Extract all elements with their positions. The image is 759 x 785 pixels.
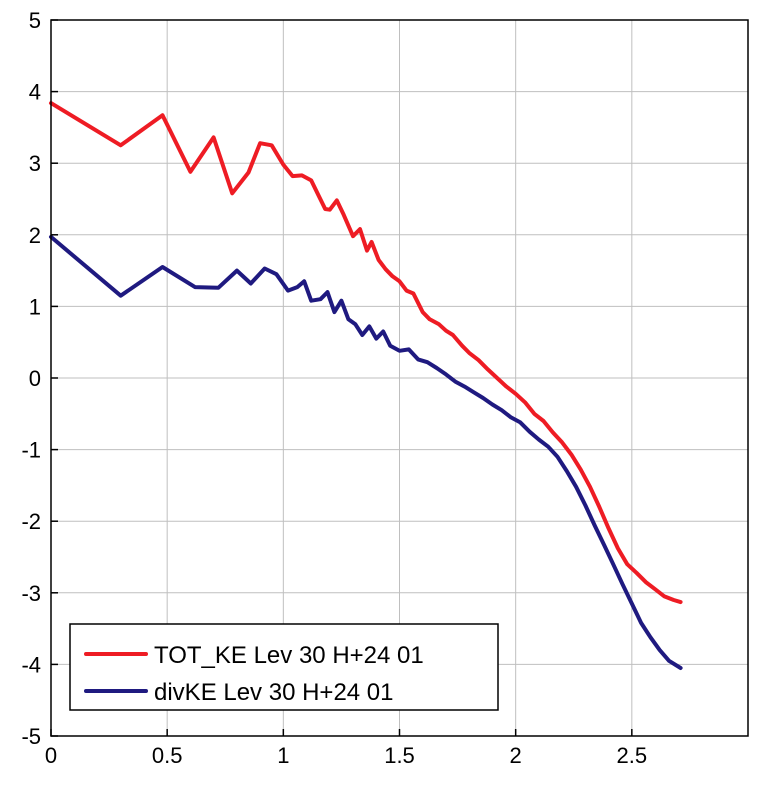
y-tick-label: -2: [21, 509, 41, 534]
y-tick-label: 1: [29, 294, 41, 319]
y-tick-label: 5: [29, 8, 41, 33]
series-layer: [51, 103, 681, 668]
legend: TOT_KE Lev 30 H+24 01 divKE Lev 30 H+24 …: [70, 624, 498, 710]
y-tick-label: -3: [21, 581, 41, 606]
y-tick-label: -5: [21, 724, 41, 749]
x-tick-label: 1: [277, 743, 289, 768]
y-tick-label: -4: [21, 652, 41, 677]
series-line-tot-ke: [51, 103, 681, 602]
y-tick-label: 4: [29, 80, 41, 105]
series-line-div-ke: [51, 237, 681, 668]
x-tick-label: 0: [45, 743, 57, 768]
x-tick-label: 1.5: [384, 743, 415, 768]
legend-label-div-ke: divKE Lev 30 H+24 01: [154, 679, 394, 706]
y-tick-label: -1: [21, 438, 41, 463]
x-tick-label: 0.5: [152, 743, 183, 768]
y-tick-label: 0: [29, 366, 41, 391]
x-tick-label: 2: [510, 743, 522, 768]
y-tick-label: 2: [29, 223, 41, 248]
legend-label-tot-ke: TOT_KE Lev 30 H+24 01: [154, 642, 424, 669]
x-tick-label: 2.5: [617, 743, 648, 768]
y-tick-label: 3: [29, 151, 41, 176]
